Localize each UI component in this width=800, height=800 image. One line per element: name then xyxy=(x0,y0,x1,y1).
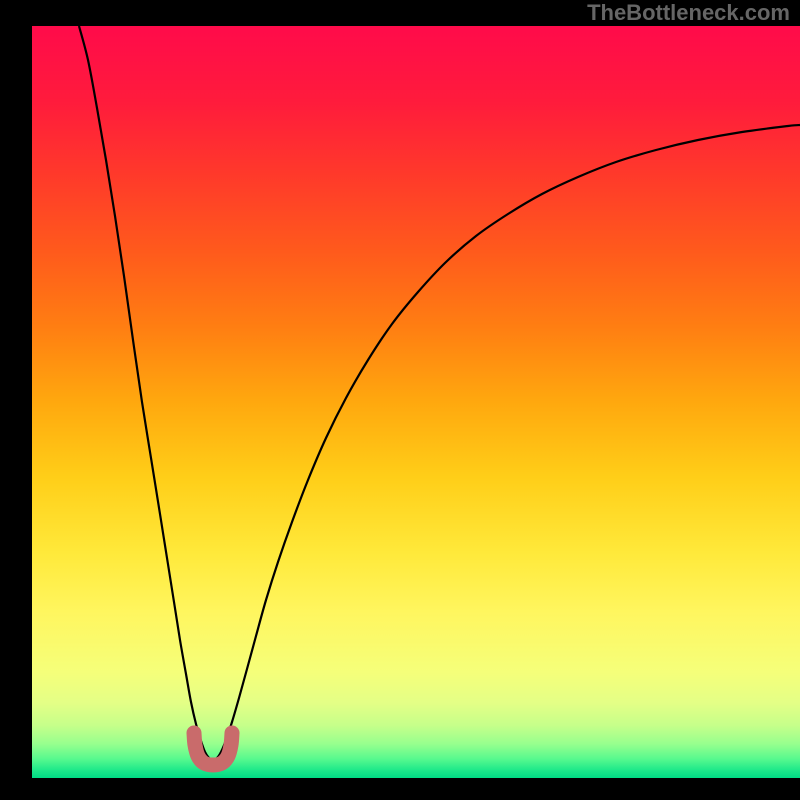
bottleneck-curve xyxy=(32,26,800,778)
chart-container: TheBottleneck.com xyxy=(0,0,800,800)
watermark-text: TheBottleneck.com xyxy=(587,0,790,26)
plot-area xyxy=(32,26,800,778)
